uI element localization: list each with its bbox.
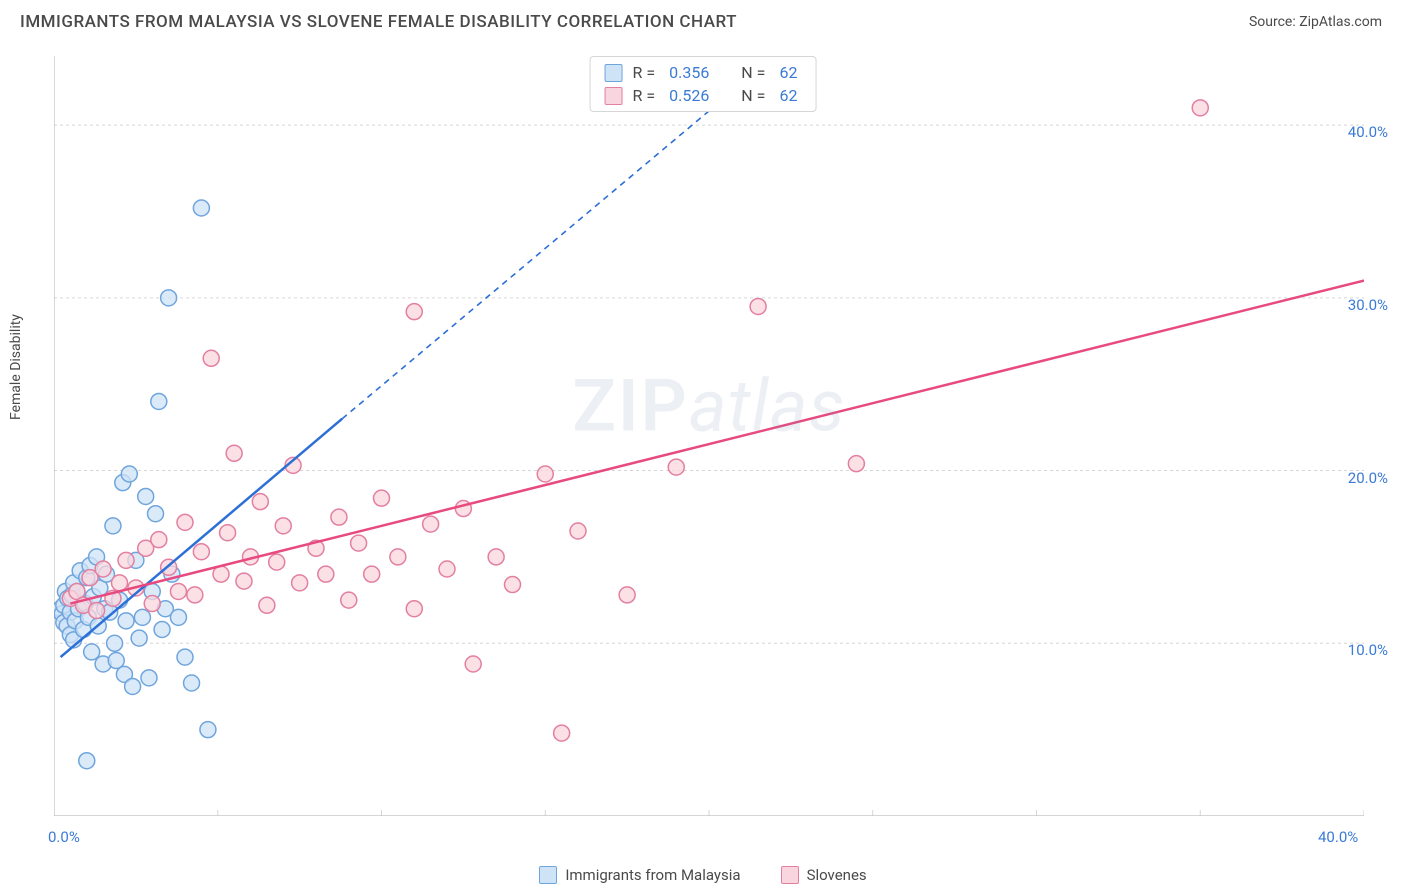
r-label: R = [633,63,656,82]
legend-swatch [605,64,623,82]
r-value: 0.526 [665,86,713,105]
series-legend-item: Immigrants from Malaysia [539,866,740,884]
source-label: Source: [1249,14,1296,30]
chart-area: ZIPatlas [54,56,1364,816]
legend-swatch [605,87,623,105]
series-legend: Immigrants from Malaysia Slovenes [0,866,1406,884]
y-tick-label: 20.0% [1348,469,1388,487]
n-label: N = [741,63,765,82]
x-tick-label: 40.0% [1318,828,1358,846]
r-label: R = [633,86,656,105]
correlation-legend-row: R = 0.526 N = 62 [605,84,802,107]
scatter-chart [54,56,1364,816]
series-label: Slovenes [807,866,867,884]
series-legend-item: Slovenes [781,866,867,884]
n-value: 62 [775,86,801,105]
correlation-legend: R = 0.356 N = 62 R = 0.526 N = 62 [590,56,817,112]
y-tick-label: 40.0% [1348,123,1388,141]
y-axis-label: Female Disability [8,314,24,420]
chart-title: IMMIGRANTS FROM MALAYSIA VS SLOVENE FEMA… [20,12,737,32]
source-attribution: Source: ZipAtlas.com [1249,14,1382,30]
series-label: Immigrants from Malaysia [565,866,740,884]
n-label: N = [741,86,765,105]
source-name: ZipAtlas.com [1299,14,1382,30]
legend-swatch [539,866,557,884]
x-tick-label: 0.0% [48,828,80,846]
legend-swatch [781,866,799,884]
n-value: 62 [775,63,801,82]
y-tick-label: 30.0% [1348,296,1388,314]
y-tick-label: 10.0% [1348,641,1388,659]
r-value: 0.356 [665,63,713,82]
correlation-legend-row: R = 0.356 N = 62 [605,61,802,84]
